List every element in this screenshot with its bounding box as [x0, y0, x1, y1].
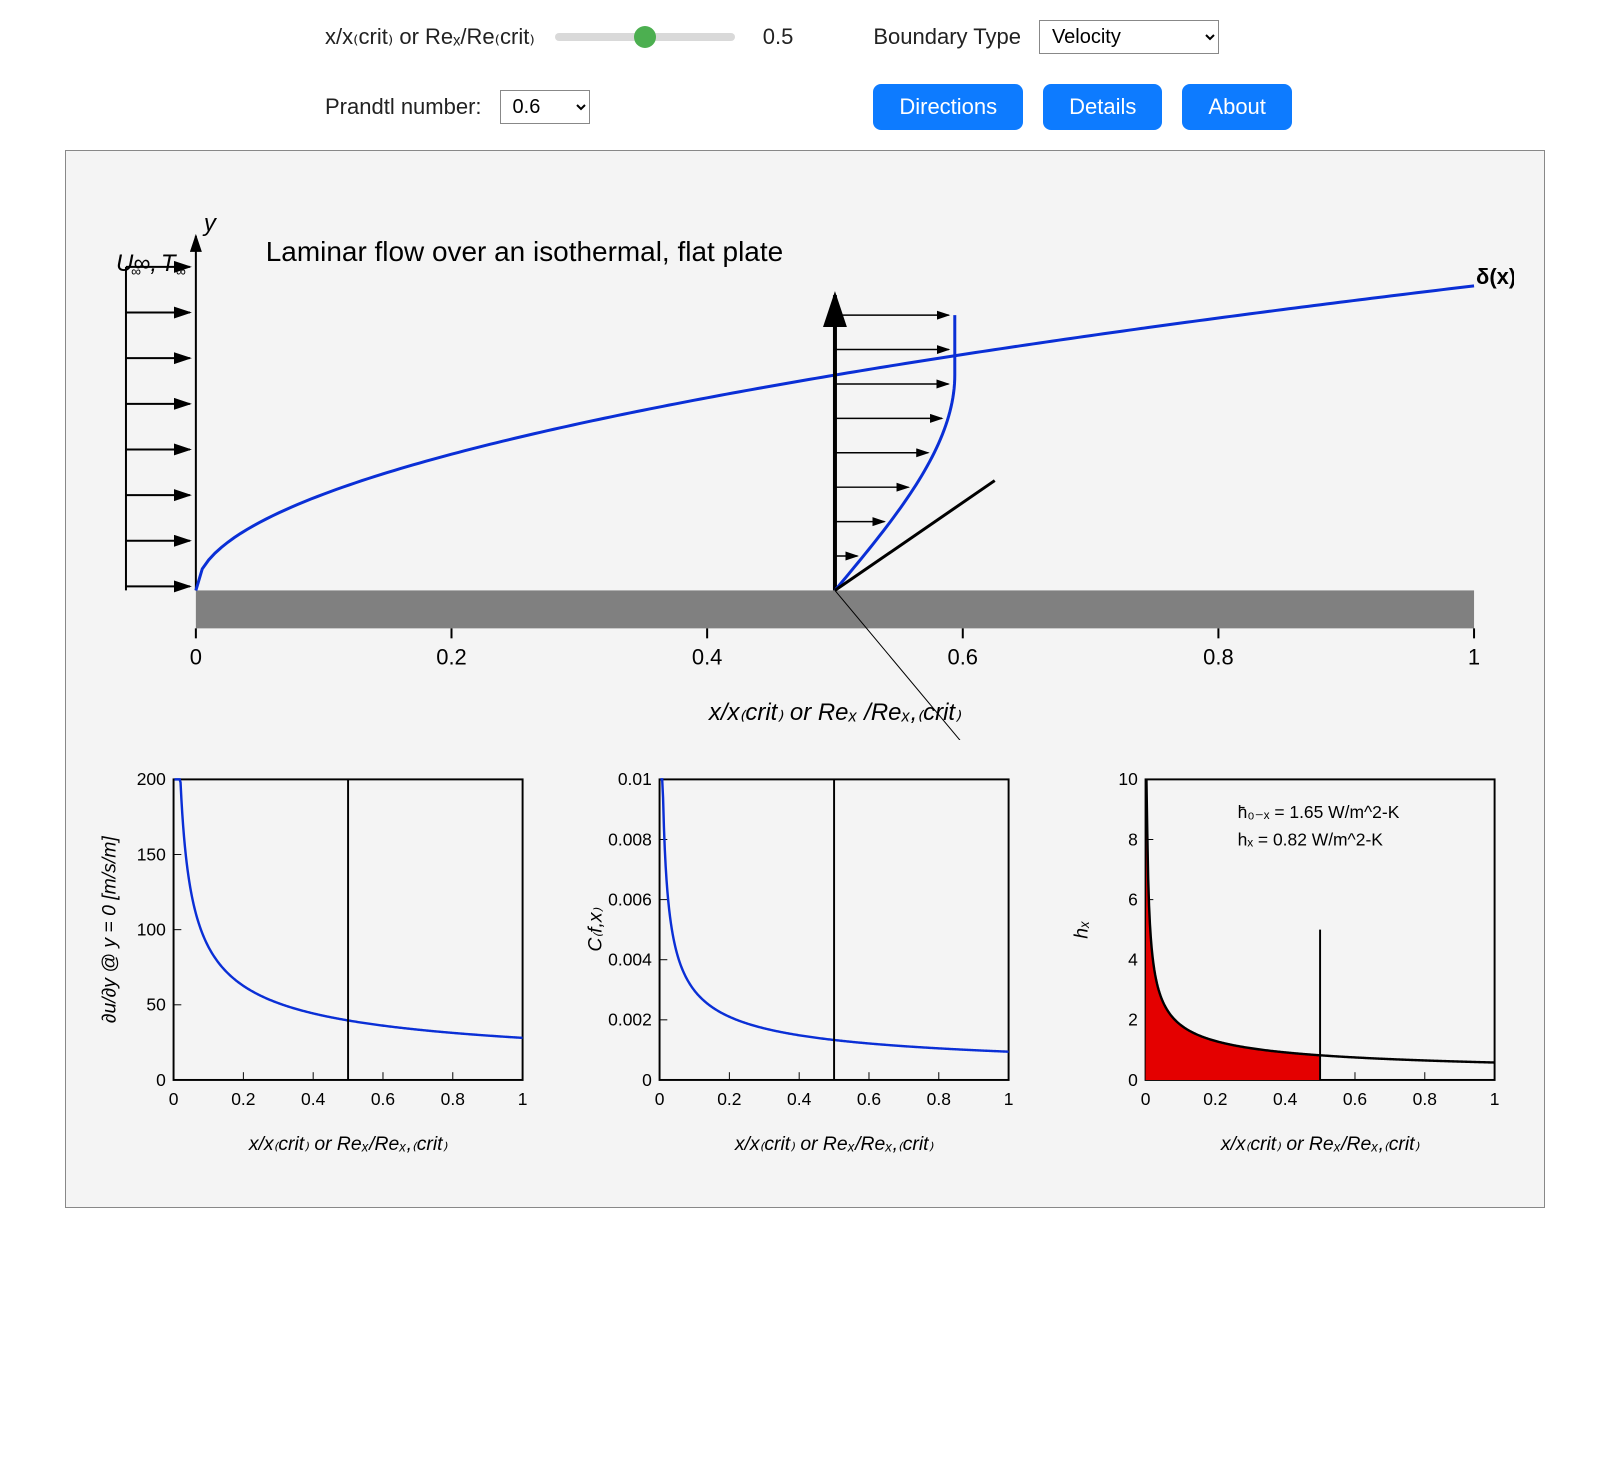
svg-text:1: 1 — [1468, 644, 1480, 669]
cf-plot: 0 0.2 0.4 0.6 0.8 1 x/x₍crit₎ or Reₓ/Reₓ,₍crit… — [582, 760, 1028, 1167]
svg-text:x/x₍crit₎ or Reₓ/Reₓ,₍crit₎: x/x₍crit₎ or Reₓ/Reₓ,₍crit₎ — [248, 1133, 448, 1155]
svg-text:δ(x): δ(x) — [1476, 264, 1514, 289]
svg-text:0.6: 0.6 — [857, 1089, 881, 1109]
dudy-plot: 0 0.2 0.4 0.6 0.8 1 x/x₍crit₎ or Reₓ/Reₓ,₍crit… — [96, 760, 542, 1167]
boundary-layer-plot: U∞, T∞∞yLaminar flow over an isothermal,… — [96, 181, 1514, 740]
svg-text:10: 10 — [1118, 769, 1138, 789]
svg-text:0.4: 0.4 — [787, 1089, 812, 1109]
svg-text:0.6: 0.6 — [1343, 1089, 1367, 1109]
svg-text:0.004: 0.004 — [608, 950, 652, 970]
svg-text:∂u/∂y @ y = 0 [m/s/m]: ∂u/∂y @ y = 0 [m/s/m] — [98, 836, 120, 1023]
slider-value-display: 0.5 — [763, 24, 794, 50]
svg-text:x/x₍crit₎ or Reₓ/Reₓ,₍crit₎: x/x₍crit₎ or Reₓ/Reₓ,₍crit₎ — [1220, 1133, 1420, 1155]
svg-text:0: 0 — [1141, 1089, 1151, 1109]
svg-text:0.2: 0.2 — [231, 1089, 255, 1109]
svg-text:0.8: 0.8 — [1203, 644, 1234, 669]
svg-text:Laminar flow over an isotherma: Laminar flow over an isothermal, flat pl… — [266, 236, 783, 267]
svg-text:6: 6 — [1128, 890, 1138, 910]
svg-text:0: 0 — [642, 1070, 652, 1090]
boundary-type-select[interactable]: Velocity — [1039, 20, 1219, 54]
position-slider[interactable] — [555, 33, 735, 41]
svg-text:C₍f,x₎: C₍f,x₎ — [584, 908, 606, 952]
visualization-panel: U∞, T∞∞yLaminar flow over an isothermal,… — [65, 150, 1545, 1208]
svg-text:0.2: 0.2 — [1203, 1089, 1227, 1109]
svg-text:0.006: 0.006 — [608, 890, 652, 910]
svg-text:0.6: 0.6 — [948, 644, 979, 669]
svg-text:0.6: 0.6 — [371, 1089, 395, 1109]
svg-text:0: 0 — [156, 1070, 166, 1090]
svg-text:hₓ = 0.82 W/m^2-K: hₓ = 0.82 W/m^2-K — [1238, 830, 1384, 850]
svg-text:h̄₀₋ₓ = 1.65 W/m^2-K: h̄₀₋ₓ = 1.65 W/m^2-K — [1238, 802, 1400, 822]
svg-text:hₓ: hₓ — [1070, 921, 1092, 939]
svg-text:1: 1 — [518, 1089, 528, 1109]
svg-text:0: 0 — [655, 1089, 665, 1109]
about-button[interactable]: About — [1182, 84, 1292, 130]
svg-text:x/x₍crit₎ or Reₓ /Reₓ,₍crit₎: x/x₍crit₎ or Reₓ /Reₓ,₍crit₎ — [708, 699, 961, 726]
svg-text:8: 8 — [1128, 830, 1138, 850]
boundary-type-label: Boundary Type — [873, 24, 1021, 50]
prandtl-select[interactable]: 0.6 — [500, 90, 590, 124]
svg-text:200: 200 — [137, 769, 166, 789]
svg-text:0: 0 — [169, 1089, 179, 1109]
details-button[interactable]: Details — [1043, 84, 1162, 130]
svg-text:0: 0 — [1128, 1070, 1138, 1090]
svg-text:0.8: 0.8 — [441, 1089, 465, 1109]
svg-text:0: 0 — [190, 644, 202, 669]
svg-text:0.4: 0.4 — [1273, 1089, 1298, 1109]
svg-text:150: 150 — [137, 845, 166, 865]
hx-plot: 0 0.2 0.4 0.6 0.8 1 x/x₍crit₎ or Reₓ/Reₓ,₍crit… — [1068, 760, 1514, 1167]
svg-text:1: 1 — [1490, 1089, 1500, 1109]
svg-text:0.008: 0.008 — [608, 830, 652, 850]
svg-text:50: 50 — [146, 995, 166, 1015]
svg-text:∞: ∞ — [131, 263, 141, 279]
svg-text:∞: ∞ — [176, 263, 186, 279]
svg-text:2: 2 — [1128, 1010, 1138, 1030]
svg-text:0.2: 0.2 — [436, 644, 467, 669]
svg-text:0.2: 0.2 — [717, 1089, 741, 1109]
svg-text:0.4: 0.4 — [301, 1089, 326, 1109]
svg-text:y: y — [202, 210, 218, 237]
svg-text:0.01: 0.01 — [618, 769, 652, 789]
prandtl-label: Prandtl number: — [325, 94, 482, 120]
slider-label: x/x₍crit₎ or Reₓ/Re₍crit₎ — [325, 24, 535, 50]
svg-text:0.002: 0.002 — [608, 1010, 652, 1030]
svg-text:0.8: 0.8 — [927, 1089, 951, 1109]
svg-text:0.8: 0.8 — [1413, 1089, 1437, 1109]
svg-text:4: 4 — [1128, 950, 1138, 970]
svg-text:x/x₍crit₎ or Reₓ/Reₓ,₍crit₎: x/x₍crit₎ or Reₓ/Reₓ,₍crit₎ — [734, 1133, 934, 1155]
directions-button[interactable]: Directions — [873, 84, 1023, 130]
svg-text:0.4: 0.4 — [692, 644, 723, 669]
svg-text:100: 100 — [137, 920, 166, 940]
svg-text:1: 1 — [1004, 1089, 1014, 1109]
